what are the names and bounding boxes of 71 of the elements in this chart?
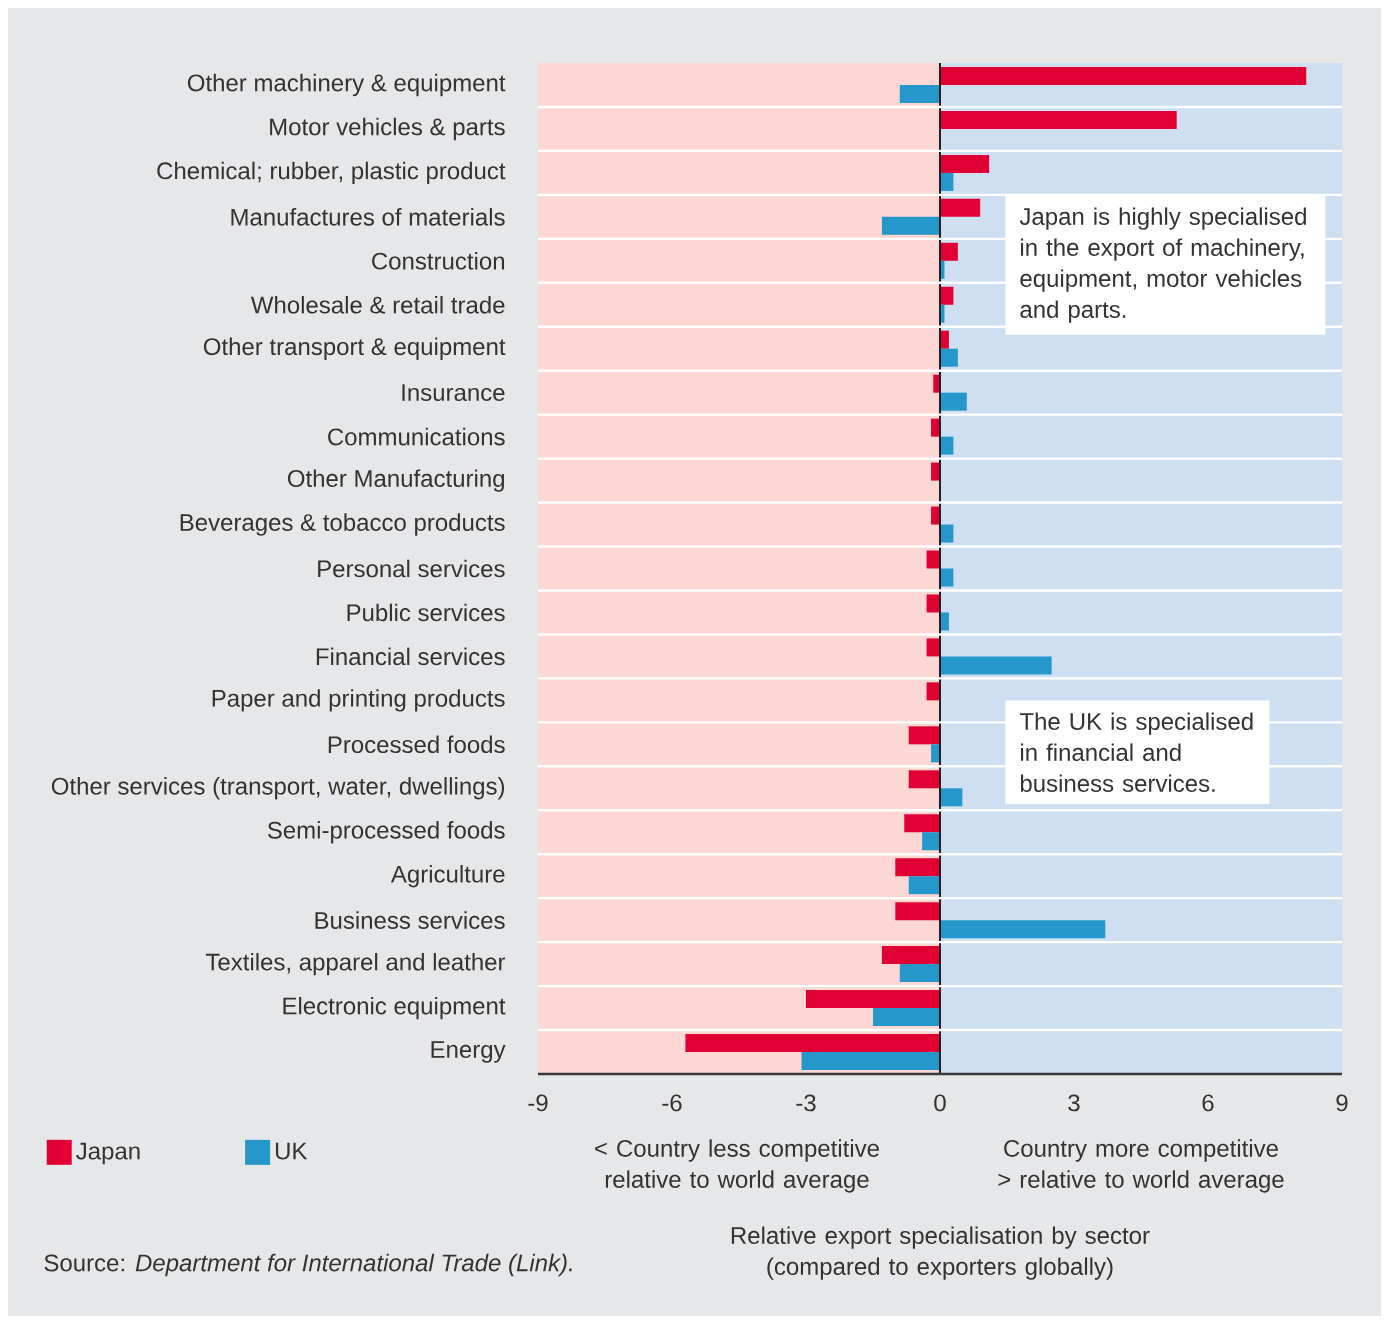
y-tick-label: Public services	[347, 603, 505, 622]
y-tick-label: Chemical; rubber, plastic product	[157, 161, 506, 185]
bar	[805, 990, 940, 1009]
y-tick-label: Semi-processed foods	[267, 821, 505, 844]
bar	[908, 770, 940, 789]
bar	[685, 1034, 940, 1053]
bar	[939, 66, 1307, 85]
y-tick-label: Business services	[315, 911, 505, 929]
annotation: The UK is specialised in financial and business services.	[1019, 712, 1253, 792]
x-tick-label: -9	[528, 1094, 548, 1112]
y-tick-label: Energy	[431, 1041, 506, 1063]
bar	[801, 1052, 940, 1071]
bar	[899, 84, 940, 103]
bar	[939, 392, 967, 411]
bar	[939, 920, 1106, 939]
bar	[904, 814, 940, 833]
y-tick-label: Insurance	[402, 384, 505, 402]
y-tick-label: Electronic equipment	[283, 996, 506, 1020]
bar	[881, 946, 940, 965]
y-tick-label: Personal services	[318, 559, 505, 578]
y-tick-label: Manufactures of materials	[231, 208, 505, 226]
bar	[926, 638, 940, 657]
x-tick-label: -3	[796, 1094, 816, 1112]
annotation: Japan is highly specialised in the export of machinery, equipment, motor vehicles and parts.	[1019, 207, 1306, 323]
legend-label: UK	[275, 1142, 308, 1160]
y-tick-label: Other machinery & equipment	[187, 73, 506, 97]
y-tick-label: Processed foods	[328, 735, 505, 754]
x-tick-label: 9	[1336, 1094, 1348, 1112]
bar	[926, 594, 940, 613]
y-tick-label: Wholesale & retail trade	[250, 295, 505, 314]
x-tick-label: 6	[1202, 1094, 1214, 1112]
bar	[939, 154, 990, 173]
x-tick-label: 3	[1068, 1094, 1080, 1112]
bar	[926, 550, 940, 569]
y-tick-label: Agriculture	[390, 865, 505, 888]
bar	[939, 656, 1052, 675]
bar	[895, 902, 940, 921]
bar	[939, 436, 954, 455]
bar	[908, 876, 940, 895]
text: < Country less competitive relative to world average	[595, 1139, 879, 1193]
y-tick-label: Other transport & equipment	[203, 337, 506, 360]
y-tick-label: Construction	[372, 252, 505, 270]
y-tick-label: Textiles, apparel and leather	[205, 952, 506, 976]
bar	[926, 682, 940, 701]
x-tick-label: 0	[934, 1094, 946, 1112]
y-tick-label: Other Manufacturing	[287, 469, 504, 492]
y-tick-label: Other services (transport, water, dwellings)	[51, 777, 505, 800]
x-tick-label: -6	[662, 1094, 682, 1112]
bar	[939, 242, 958, 261]
y-tick-label: Communications	[328, 427, 505, 446]
bar	[939, 524, 954, 543]
bar	[939, 110, 1177, 129]
legend-label: Japan	[76, 1142, 140, 1165]
bar	[881, 216, 940, 235]
bar	[922, 832, 940, 851]
bar	[939, 348, 958, 367]
bar	[939, 172, 954, 191]
text: Country more competitive > relative to world average	[998, 1139, 1284, 1193]
bar	[908, 726, 940, 745]
bar	[939, 286, 954, 305]
bar	[939, 788, 963, 807]
y-tick-label: Motor vehicles & parts	[270, 117, 505, 141]
bar	[895, 858, 940, 877]
x-axis-title: Relative export specialisation by sector (compared to exporters globally)	[731, 1226, 1150, 1280]
bar	[872, 1008, 940, 1027]
bar	[899, 964, 940, 983]
source-note: Source: Department for International Trade (Link).	[44, 1253, 572, 1277]
y-tick-label: Paper and printing products	[212, 689, 505, 712]
y-tick-label: Beverages & tobacco products	[180, 513, 505, 536]
bar	[939, 198, 981, 217]
y-tick-label: Financial services	[316, 647, 505, 666]
